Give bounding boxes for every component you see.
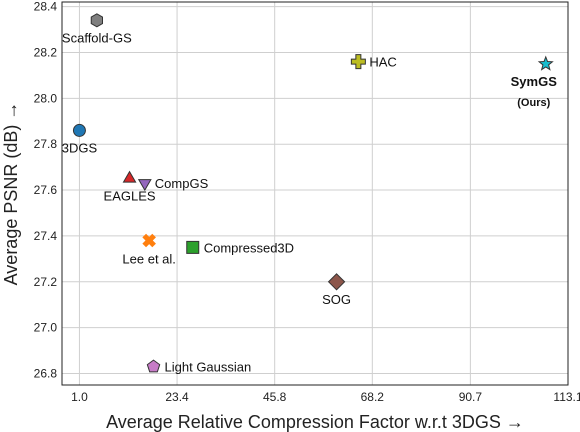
x-tick-label: 113.1	[553, 390, 580, 404]
marker-hac	[350, 54, 366, 70]
data-points	[72, 13, 554, 373]
grid-lines	[62, 2, 569, 385]
y-axis-title: Average PSNR (dB) →	[1, 102, 21, 286]
marker-compressed3d	[186, 240, 200, 254]
x-axis-ticks: 1.0 23.4 45.8 68.2 90.7 113.1	[71, 390, 580, 404]
marker-3dgs	[72, 123, 86, 137]
point-labels: Scaffold-GS HAC SymGS (Ours) 3DGS EAGLESCompG…	[62, 30, 557, 374]
x-tick-label: 68.2	[361, 390, 385, 404]
y-tick-label: 26.8	[34, 367, 58, 381]
y-tick-label: 27.0	[34, 321, 58, 335]
point-label: HAC	[369, 55, 396, 70]
y-tick-label: 27.4	[34, 229, 58, 243]
marker-lee-et-al	[142, 233, 156, 248]
y-tick-label: 28.2	[34, 45, 58, 59]
point-sublabel: (Ours)	[517, 97, 550, 109]
y-tick-label: 27.2	[34, 275, 58, 289]
point-label: CompGS	[155, 176, 209, 191]
point-label: 3DGS	[62, 140, 98, 155]
x-tick-label: 90.7	[459, 390, 483, 404]
plot-frame	[61, 1, 569, 386]
marker-scaffold-gs	[90, 13, 103, 28]
x-axis-title: Average Relative Compression Factor w.r.…	[106, 412, 524, 432]
marker-sog	[327, 273, 346, 291]
point-label: SymGS	[511, 74, 558, 89]
point-label: Light Gaussian	[165, 360, 252, 375]
marker-compgs	[137, 179, 152, 192]
x-tick-label: 1.0	[71, 390, 88, 404]
marker-eagles	[122, 170, 137, 183]
x-tick-label: 23.4	[165, 390, 189, 404]
marker-light-gaussian	[146, 359, 161, 373]
point-label: SOG	[322, 292, 351, 307]
point-label: Compressed3D	[204, 240, 294, 255]
point-label: EAGLES	[104, 189, 156, 204]
marker-symgs	[537, 55, 554, 71]
y-axis-ticks: 26.8 27.0 27.2 27.4 27.6 27.8 28.0 28.2 28.4	[34, 0, 58, 381]
y-tick-label: 27.8	[34, 137, 58, 151]
y-tick-label: 28.4	[34, 0, 58, 14]
point-label: Lee et al.	[122, 252, 176, 267]
y-tick-label: 28.0	[34, 91, 58, 105]
x-tick-label: 45.8	[263, 390, 287, 404]
y-tick-label: 27.6	[34, 183, 58, 197]
point-label: Scaffold-GS	[62, 30, 132, 45]
